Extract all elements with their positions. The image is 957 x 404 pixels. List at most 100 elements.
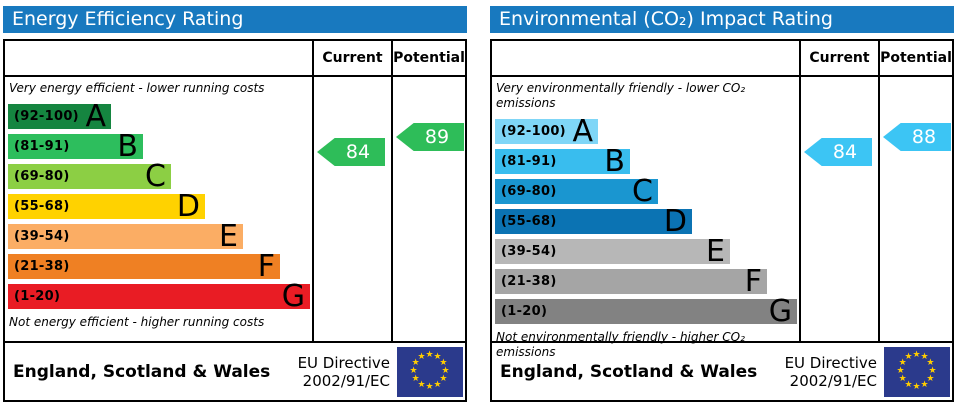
band-range: (69-80) [14,169,70,184]
band-letter: A [85,99,106,134]
band-range: (55-68) [14,199,70,214]
rating-table: Current Potential Very environmentally f… [490,39,954,402]
eu-flag-star: ★ [411,374,420,384]
band-range: (39-54) [14,229,70,244]
eu-flag-star: ★ [912,350,921,360]
band-e: (39-54) E [495,234,730,269]
band-a: (92-100) A [8,99,111,134]
region-label: England, Scotland & Wales [500,361,758,382]
eu-flag-star: ★ [926,358,935,368]
band-letter: F [257,249,275,284]
eu-directive-line1: EU Directive [784,353,877,372]
potential-column-header: Potential [878,41,952,75]
band-letter: D [663,204,687,239]
potential-column [391,77,465,341]
bottom-caption: Not environmentally friendly - higher CO… [496,330,745,359]
band-e: (39-54) E [8,219,243,254]
eu-directive-line1: EU Directive [297,353,390,372]
band-letter: B [117,129,138,164]
eu-directive-label: EU Directive 2002/91/EC [298,354,390,390]
top-caption: Very environmentally friendly - lower CO… [496,81,746,110]
panel-title: Energy Efficiency Rating [3,6,467,33]
bands: (92-100) A (81-91) B (69-80) C (55-68) D (39-54)… [5,99,312,314]
eu-flag-star: ★ [920,352,929,363]
band-f: (21-38) F [8,249,280,284]
eu-directive-label: EU Directive 2002/91/EC [785,354,877,390]
bottom-caption: Not energy efficient - higher running co… [9,315,265,329]
eu-flag-star: ★ [411,358,420,368]
footer: England, Scotland & Wales EU Directive 2… [492,341,952,400]
band-range: (55-68) [501,214,557,229]
band-letter: G [768,294,792,329]
bands: (92-100) A (81-91) B (69-80) C (55-68) D (39-54)… [492,114,799,329]
band-letter: F [744,264,762,299]
header-spacer [492,41,799,75]
eu-flag-icon: ★ ★ ★ ★ ★ ★ ★ ★ ★ ★ ★ ★ [397,346,463,397]
eu-flag-star: ★ [425,350,434,360]
band-letter: A [572,114,593,149]
energy-efficiency-panel: Energy Efficiency Rating Current Potenti… [3,6,467,402]
eu-flag-star: ★ [433,352,442,363]
eu-flag-star: ★ [433,379,442,390]
eu-flag-star: ★ [928,366,937,376]
band-b: (81-91) B [8,129,143,164]
eu-flag-star: ★ [409,366,418,376]
table-header-row: Current Potential [5,41,465,77]
bands-column: Very energy efficient - lower running co… [5,77,312,341]
current-column [799,77,878,341]
potential-column-header: Potential [391,41,465,75]
eu-flag-star: ★ [439,358,448,368]
eu-flag-star: ★ [441,366,450,376]
eu-flag-star: ★ [896,366,905,376]
band-letter: E [219,219,238,254]
band-range: (81-91) [501,154,557,169]
eu-flag-icon: ★ ★ ★ ★ ★ ★ ★ ★ ★ ★ ★ ★ [884,346,950,397]
band-letter: C [145,159,166,194]
environmental-impact-panel: Environmental (CO₂) Impact Rating Curren… [490,6,954,402]
eu-flag-star: ★ [425,382,434,392]
eu-flag-star: ★ [439,374,448,384]
rating-chart: Very energy efficient - lower running co… [5,77,465,341]
footer: England, Scotland & Wales EU Directive 2… [5,341,465,400]
rating-chart: Very environmentally friendly - lower CO… [492,77,952,359]
band-range: (39-54) [501,244,557,259]
band-g: (1-20) G [495,294,797,329]
band-letter: G [281,279,305,314]
top-caption: Very energy efficient - lower running co… [9,81,265,95]
band-d: (55-68) D [8,189,205,224]
eu-flag-star: ★ [904,352,913,363]
eu-flag-star: ★ [898,358,907,368]
band-letter: E [706,234,725,269]
header-spacer [5,41,312,75]
band-range: (21-38) [501,274,557,289]
eu-flag-star: ★ [417,379,426,390]
band-range: (1-20) [14,289,61,304]
current-column-header: Current [312,41,391,75]
band-range: (92-100) [14,109,79,124]
table-header-row: Current Potential [492,41,952,77]
eu-flag-star: ★ [926,374,935,384]
band-c: (69-80) C [8,159,171,194]
band-b: (81-91) B [495,144,630,179]
eu-flag-star: ★ [912,382,921,392]
band-range: (21-38) [14,259,70,274]
eu-flag-star: ★ [920,379,929,390]
band-range: (69-80) [501,184,557,199]
band-c: (69-80) C [495,174,658,209]
band-letter: D [176,189,200,224]
current-column [312,77,391,341]
band-letter: B [604,144,625,179]
band-d: (55-68) D [495,204,692,239]
band-a: (92-100) A [495,114,598,149]
eu-directive-line2: 2002/91/EC [302,371,390,390]
potential-column [878,77,952,341]
band-f: (21-38) F [495,264,767,299]
eu-flag-star: ★ [898,374,907,384]
current-column-header: Current [799,41,878,75]
band-letter: C [632,174,653,209]
band-range: (81-91) [14,139,70,154]
band-range: (1-20) [501,304,548,319]
rating-table: Current Potential Very energy efficient … [3,39,467,402]
band-range: (92-100) [501,124,566,139]
